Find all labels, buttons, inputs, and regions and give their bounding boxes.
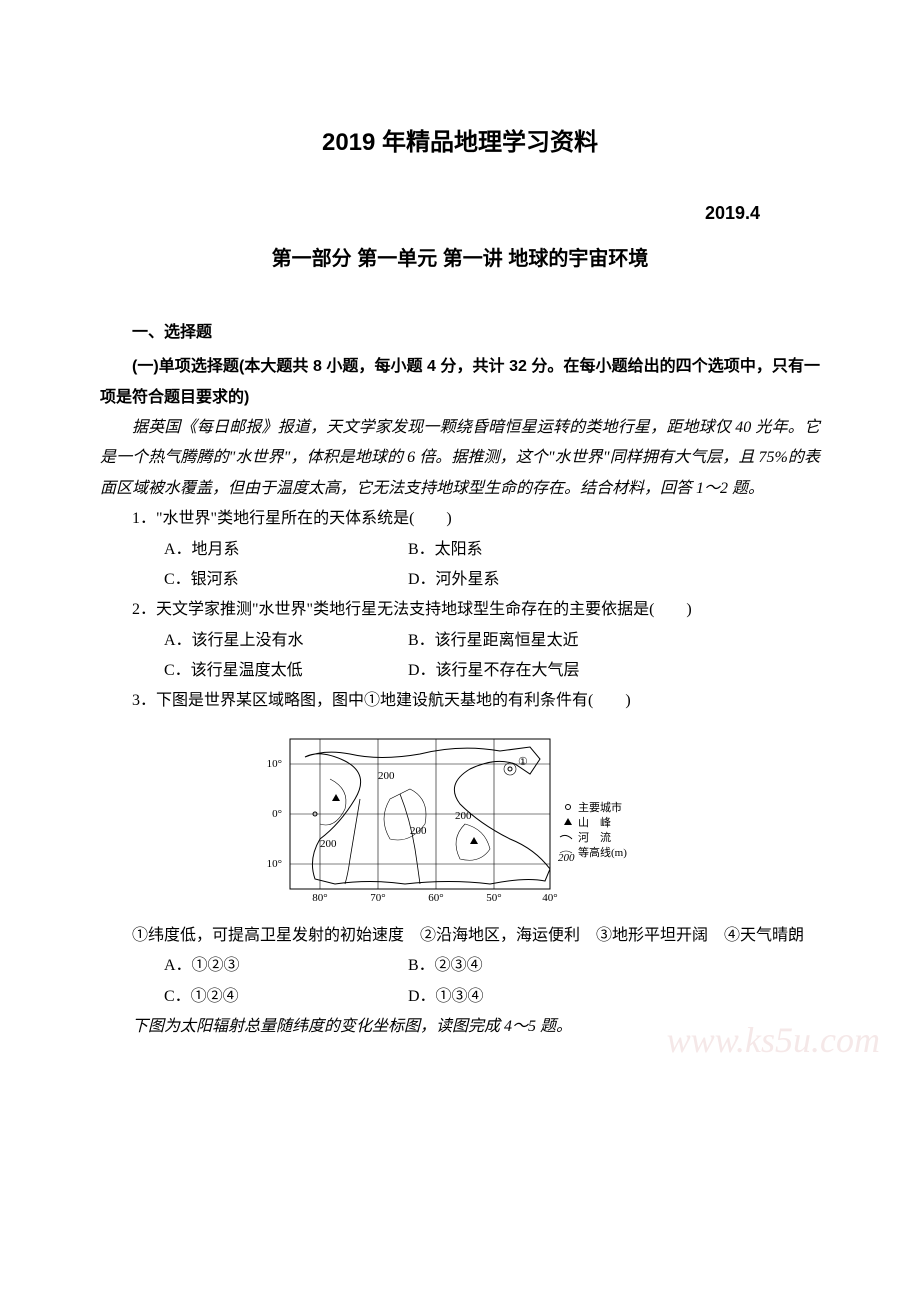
instruction-text: (一)单项选择题(本大题共 8 小题，每小题 4 分，共计 32 分。在每小题给… (100, 352, 820, 413)
lat-label-2: 10° (267, 858, 282, 870)
q1-opt-b: B．太阳系 (376, 535, 483, 565)
date-line: 2019.4 (100, 196, 820, 230)
q2-row2: C．该行星温度太低 D．该行星不存在大气层 (100, 656, 820, 686)
peak-1 (332, 794, 340, 801)
q3-opt-c: C．①②④ (132, 982, 372, 1012)
marker-label: ① (518, 756, 528, 768)
legend-city-icon (566, 804, 571, 809)
lon-label-4: 40° (542, 892, 557, 904)
q1-opt-a: A．地月系 (132, 535, 372, 565)
watermark-text: www.ks5u.com (635, 1006, 880, 1074)
sub-title: 第一部分 第一单元 第一讲 地球的宇宙环境 (100, 240, 820, 278)
q2-row1: A．该行星上没有水 B．该行星距离恒星太近 (100, 626, 820, 656)
q45-intro: 下图为太阳辐射总量随纬度的变化坐标图，读图完成 4～5 题。 www.ks5u.… (100, 1012, 820, 1042)
q3-opt-a: A．①②③ (132, 951, 372, 981)
contour-lbl-0: 200 (378, 770, 395, 782)
q1-opt-c: C．银河系 (132, 565, 372, 595)
section-heading: 一、选择题 (100, 318, 820, 348)
q2-stem: 2．天文学家推测"水世界"类地行星无法支持地球型生命存在的主要依据是( ) (100, 595, 820, 625)
peak-2 (470, 837, 478, 844)
lon-label-1: 70° (370, 892, 385, 904)
map-svg: 10° 0° 10° 80° 70° 60° 50° 40° 200 200 2… (260, 729, 660, 909)
q1-opt-d: D．河外星系 (376, 565, 500, 595)
map-figure-wrap: 10° 0° 10° 80° 70° 60° 50° 40° 200 200 2… (100, 729, 820, 909)
lat-label-0: 10° (267, 758, 282, 770)
legend-river: 河 流 (578, 830, 611, 844)
legend-river-icon (560, 835, 572, 839)
lon-label-3: 50° (486, 892, 501, 904)
legend-peak: 山 峰 (578, 816, 611, 829)
q2-opt-b: B．该行星距离恒星太近 (376, 626, 579, 656)
legend-city: 主要城市 (578, 800, 622, 814)
q3-opt-d: D．①③④ (376, 982, 484, 1012)
lon-label-2: 60° (428, 892, 443, 904)
q1-stem: 1．"水世界"类地行星所在的天体系统是( ) (100, 504, 820, 534)
q1-row2: C．银河系 D．河外星系 (100, 565, 820, 595)
q2-opt-a: A．该行星上没有水 (132, 626, 372, 656)
coastline (305, 747, 550, 884)
q2-opt-c: C．该行星温度太低 (132, 656, 372, 686)
q45-intro-text: 下图为太阳辐射总量随纬度的变化坐标图，读图完成 4～5 题。 (132, 1018, 572, 1035)
q3-row2: C．①②④ D．①③④ (100, 982, 820, 1012)
legend-contour-val: 200 (558, 852, 575, 864)
legend-peak-icon (564, 818, 572, 825)
q3-stem: 3．下图是世界某区域略图，图中①地建设航天基地的有利条件有( ) (100, 686, 820, 716)
lon-label-0: 80° (312, 892, 327, 904)
river-1 (400, 794, 420, 884)
main-title: 2019 年精品地理学习资料 (100, 120, 820, 166)
q1-row1: A．地月系 B．太阳系 (100, 535, 820, 565)
lat-label-1: 0° (272, 808, 282, 820)
q3-opt-b: B．②③④ (376, 951, 483, 981)
contour-lbl-2: 200 (455, 810, 472, 822)
legend-contour: 等高线(m) (578, 845, 627, 859)
q2-opt-d: D．该行星不存在大气层 (376, 656, 580, 686)
q3-choices-line: ①纬度低，可提高卫星发射的初始速度 ②沿海地区，海运便利 ③地形平坦开阔 ④天气… (100, 921, 820, 951)
passage-1: 据英国《每日邮报》报道，天文学家发现一颗绕昏暗恒星运转的类地行星，距地球仅 40… (100, 413, 820, 504)
q3-row1: A．①②③ B．②③④ (100, 951, 820, 981)
contour-lbl-1: 200 (320, 838, 337, 850)
marker-circle (504, 763, 516, 775)
river-2 (345, 799, 360, 884)
city-2 (508, 767, 512, 771)
legend-group: 主要城市 山 峰 河 流 200 等高线(m) (558, 800, 627, 864)
instruction-bold: (一)单项选择题(本大题共 8 小题，每小题 4 分，共计 32 分。在每小题给… (100, 358, 820, 405)
